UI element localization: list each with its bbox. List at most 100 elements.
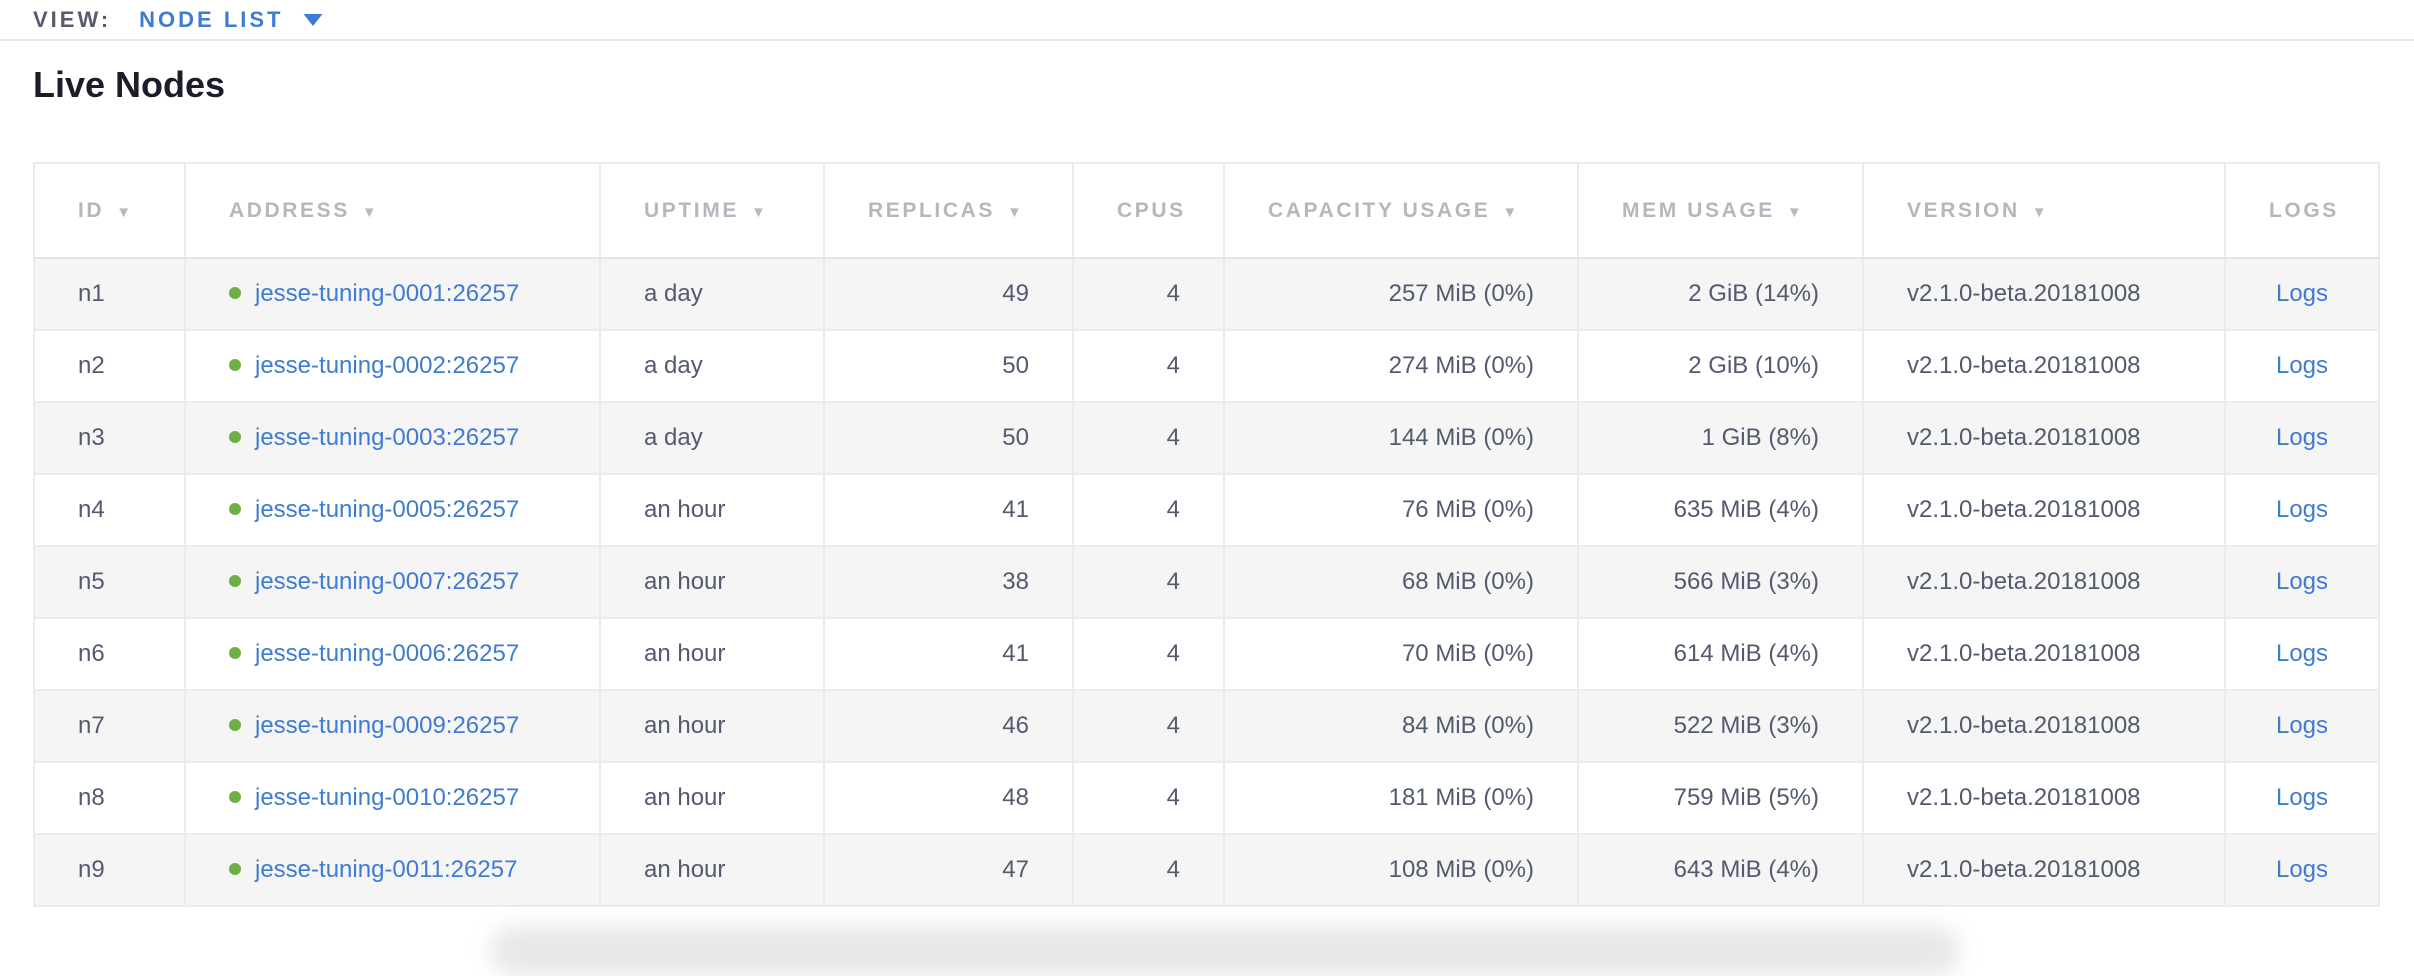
node-address-link[interactable]: jesse-tuning-0002:26257 [255,352,520,379]
node-capacity-usage-cell: 181 MiB (0%) [1223,761,1579,835]
column-header-id[interactable]: ID ▼ [33,162,186,259]
node-logs-cell: Logs [2224,689,2380,763]
sort-desc-icon: ▼ [750,203,766,221]
caret-down-icon [303,13,322,26]
horizontal-scrollbar-thumb[interactable] [490,926,1960,976]
node-status-up-icon [229,719,241,731]
node-status-up-icon [229,359,241,371]
node-address-cell: jesse-tuning-0009:26257 [184,689,601,763]
node-logs-cell: Logs [2224,833,2380,907]
node-uptime-cell: an hour [599,761,825,835]
node-address-link[interactable]: jesse-tuning-0009:26257 [255,712,520,739]
node-version-cell: v2.1.0-beta.20181008 [1862,833,2226,907]
node-logs-cell: Logs [2224,473,2380,547]
logs-link[interactable]: Logs [2275,712,2329,739]
logs-link[interactable]: Logs [2275,496,2329,523]
node-capacity-usage-cell: 257 MiB (0%) [1223,257,1579,331]
node-version-cell: v2.1.0-beta.20181008 [1862,473,2226,547]
node-mem-usage-cell: 643 MiB (4%) [1577,833,1864,907]
logs-link[interactable]: Logs [2275,352,2329,379]
column-header-uptime[interactable]: UPTIME ▼ [599,162,825,259]
node-replicas-cell: 48 [823,761,1074,835]
node-mem-usage-cell: 522 MiB (3%) [1577,689,1864,763]
nodes-table-body: n1 jesse-tuning-0001:26257 a day 49 4 25… [33,257,2380,907]
table-row: n5 jesse-tuning-0007:26257 an hour 38 4 … [33,545,2380,619]
node-address-cell: jesse-tuning-0010:26257 [184,761,601,835]
node-version-cell: v2.1.0-beta.20181008 [1862,329,2226,403]
node-cpus-cell: 4 [1072,689,1225,763]
column-header-capacity-usage[interactable]: CAPACITY USAGE ▼ [1223,162,1579,259]
node-address-cell: jesse-tuning-0007:26257 [184,545,601,619]
node-mem-usage-cell: 566 MiB (3%) [1577,545,1864,619]
node-cpus-cell: 4 [1072,761,1225,835]
node-mem-usage-cell: 614 MiB (4%) [1577,617,1864,691]
node-id-cell: n7 [33,689,186,763]
view-dropdown[interactable]: NODE LIST [139,7,323,33]
node-id-cell: n4 [33,473,186,547]
node-capacity-usage-cell: 84 MiB (0%) [1223,689,1579,763]
table-row: n3 jesse-tuning-0003:26257 a day 50 4 14… [33,401,2380,475]
logs-link[interactable]: Logs [2275,784,2329,811]
sort-desc-icon: ▼ [2031,203,2047,221]
view-dropdown-value: NODE LIST [139,6,284,32]
logs-link[interactable]: Logs [2275,640,2329,667]
node-cpus-cell: 4 [1072,833,1225,907]
node-address-link[interactable]: jesse-tuning-0003:26257 [255,424,520,451]
node-replicas-cell: 50 [823,401,1074,475]
node-cpus-cell: 4 [1072,401,1225,475]
node-id-cell: n5 [33,545,186,619]
column-header-mem-usage[interactable]: MEM USAGE ▼ [1577,162,1864,259]
node-version-cell: v2.1.0-beta.20181008 [1862,257,2226,331]
column-header-version[interactable]: VERSION ▼ [1862,162,2226,259]
node-logs-cell: Logs [2224,617,2380,691]
node-status-up-icon [229,791,241,803]
node-uptime-cell: an hour [599,473,825,547]
node-address-link[interactable]: jesse-tuning-0011:26257 [255,856,518,883]
node-uptime-cell: a day [599,257,825,331]
node-logs-cell: Logs [2224,761,2380,835]
logs-link[interactable]: Logs [2275,856,2329,883]
node-mem-usage-cell: 2 GiB (14%) [1577,257,1864,331]
view-label: VIEW: [33,6,112,32]
node-version-cell: v2.1.0-beta.20181008 [1862,689,2226,763]
node-capacity-usage-cell: 274 MiB (0%) [1223,329,1579,403]
node-cpus-cell: 4 [1072,545,1225,619]
table-row: n8 jesse-tuning-0010:26257 an hour 48 4 … [33,761,2380,835]
node-id-cell: n8 [33,761,186,835]
node-mem-usage-cell: 2 GiB (10%) [1577,329,1864,403]
node-status-up-icon [229,503,241,515]
logs-link[interactable]: Logs [2275,280,2329,307]
node-address-link[interactable]: jesse-tuning-0005:26257 [255,496,520,523]
column-header-logs: LOGS▼ [2224,162,2380,259]
node-version-cell: v2.1.0-beta.20181008 [1862,545,2226,619]
node-capacity-usage-cell: 68 MiB (0%) [1223,545,1579,619]
node-address-link[interactable]: jesse-tuning-0007:26257 [255,568,520,595]
node-logs-cell: Logs [2224,257,2380,331]
node-address-link[interactable]: jesse-tuning-0006:26257 [255,640,520,667]
column-header-cpus: CPUS▼ [1072,162,1225,259]
table-row: n9 jesse-tuning-0011:26257 an hour 47 4 … [33,833,2380,907]
node-uptime-cell: an hour [599,545,825,619]
node-uptime-cell: a day [599,401,825,475]
sort-desc-icon: ▼ [1786,203,1802,221]
node-capacity-usage-cell: 76 MiB (0%) [1223,473,1579,547]
node-address-cell: jesse-tuning-0006:26257 [184,617,601,691]
column-header-address[interactable]: ADDRESS ▼ [184,162,601,259]
node-mem-usage-cell: 759 MiB (5%) [1577,761,1864,835]
node-status-up-icon [229,575,241,587]
logs-link[interactable]: Logs [2275,424,2329,451]
node-replicas-cell: 41 [823,617,1074,691]
node-address-cell: jesse-tuning-0001:26257 [184,257,601,331]
node-address-link[interactable]: jesse-tuning-0001:26257 [255,280,520,307]
node-address-link[interactable]: jesse-tuning-0010:26257 [255,784,520,811]
live-nodes-table: ID▼ ADDRESS▼ UPTIME▼ REPLICAS▼ CPUS▼ CAP… [33,162,2380,907]
node-address-cell: jesse-tuning-0005:26257 [184,473,601,547]
logs-link[interactable]: Logs [2275,568,2329,595]
node-replicas-cell: 46 [823,689,1074,763]
node-logs-cell: Logs [2224,401,2380,475]
node-status-up-icon [229,863,241,875]
node-version-cell: v2.1.0-beta.20181008 [1862,401,2226,475]
node-capacity-usage-cell: 108 MiB (0%) [1223,833,1579,907]
table-row: n7 jesse-tuning-0009:26257 an hour 46 4 … [33,689,2380,763]
column-header-replicas[interactable]: REPLICAS ▼ [823,162,1074,259]
